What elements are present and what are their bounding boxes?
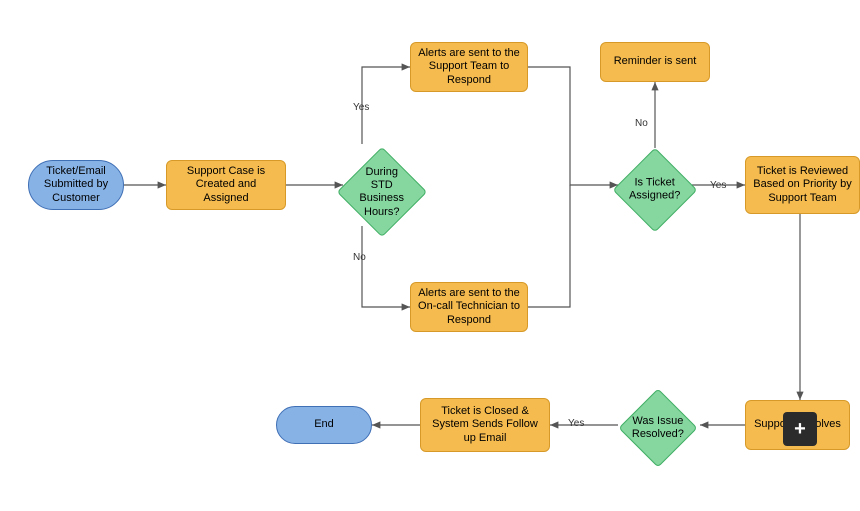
node-start: Ticket/Email Submitted by Customer	[28, 160, 124, 210]
node-label: Ticket is Closed & System Sends Follow u…	[427, 405, 543, 445]
edge-label-biz_hours-alert_team: Yes	[353, 102, 369, 113]
node-reviewed: Ticket is Reviewed Based on Priority by …	[745, 156, 860, 214]
node-case_created: Support Case is Created and Assigned	[166, 160, 286, 210]
node-label: Ticket is Reviewed Based on Priority by …	[752, 165, 853, 205]
node-label: Support Case is Created and Assigned	[173, 165, 279, 205]
edge-label-resolved-closed: Yes	[568, 418, 584, 429]
node-biz_hours: During STD Business Hours?	[337, 147, 428, 238]
edge-label-assigned-reviewed: Yes	[710, 180, 726, 191]
edge-alert_oncall-assigned	[528, 185, 570, 307]
node-resolved: Was Issue Resolved?	[618, 388, 697, 467]
node-alert_team: Alerts are sent to the Support Team to R…	[410, 42, 528, 92]
node-reminder: Reminder is sent	[600, 42, 710, 82]
node-label: Ticket/Email Submitted by Customer	[35, 165, 117, 205]
node-label: Is Ticket Assigned?	[629, 177, 680, 203]
node-end: End	[276, 406, 372, 444]
node-closed: Ticket is Closed & System Sends Follow u…	[420, 398, 550, 452]
edge-alert_team-assigned	[528, 67, 618, 185]
plus-icon: +	[794, 418, 806, 441]
node-label: During STD Business Hours?	[357, 166, 407, 219]
edge-biz_hours-alert_oncall	[362, 226, 410, 307]
node-label: Alerts are sent to the On-call Technicia…	[417, 287, 521, 327]
flowchart-canvas: Ticket/Email Submitted by Customer Suppor…	[0, 0, 860, 511]
node-label: Alerts are sent to the Support Team to R…	[417, 47, 521, 87]
node-label: Was Issue Resolved?	[632, 415, 684, 441]
node-label: Reminder is sent	[614, 55, 697, 68]
node-alert_oncall: Alerts are sent to the On-call Technicia…	[410, 282, 528, 332]
node-assigned: Is Ticket Assigned?	[613, 148, 698, 233]
add-button[interactable]: +	[783, 412, 817, 446]
node-label: End	[314, 418, 334, 431]
edge-label-assigned-reminder: No	[635, 118, 648, 129]
edge-label-biz_hours-alert_oncall: No	[353, 252, 366, 263]
